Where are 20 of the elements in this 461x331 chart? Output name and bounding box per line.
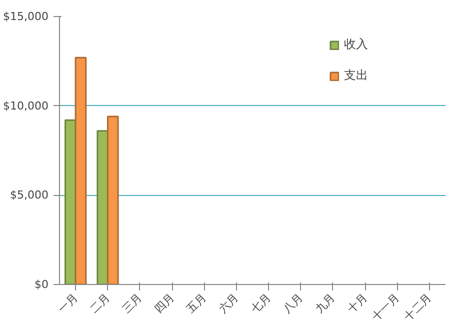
x-tick-label: 八月 <box>280 290 306 316</box>
x-tick-label: 六月 <box>216 290 242 316</box>
x-tick-label: 五月 <box>184 290 209 316</box>
x-tick-label: 九月 <box>312 290 338 316</box>
y-tick-label: $5,000 <box>10 188 49 202</box>
x-tick-label: 二月 <box>88 290 112 316</box>
y-tick-label: $15,000 <box>3 10 49 23</box>
x-tick-label: 四月 <box>152 290 177 316</box>
x-tick-label: 十二月 <box>401 290 434 324</box>
bar <box>107 116 119 284</box>
x-tick-label: 十一月 <box>369 290 402 324</box>
x-tick-label: 三月 <box>120 290 145 316</box>
legend-label: 支出 <box>344 67 368 84</box>
x-tick-label: 七月 <box>248 290 274 316</box>
bar <box>74 56 87 284</box>
x-tick-label: 十月 <box>344 290 370 316</box>
legend-label: 收入 <box>344 36 368 53</box>
y-tick-label: $0 <box>34 278 49 291</box>
x-tick-label: 一月 <box>55 290 80 316</box>
y-tick-label: $10,000 <box>3 99 49 112</box>
